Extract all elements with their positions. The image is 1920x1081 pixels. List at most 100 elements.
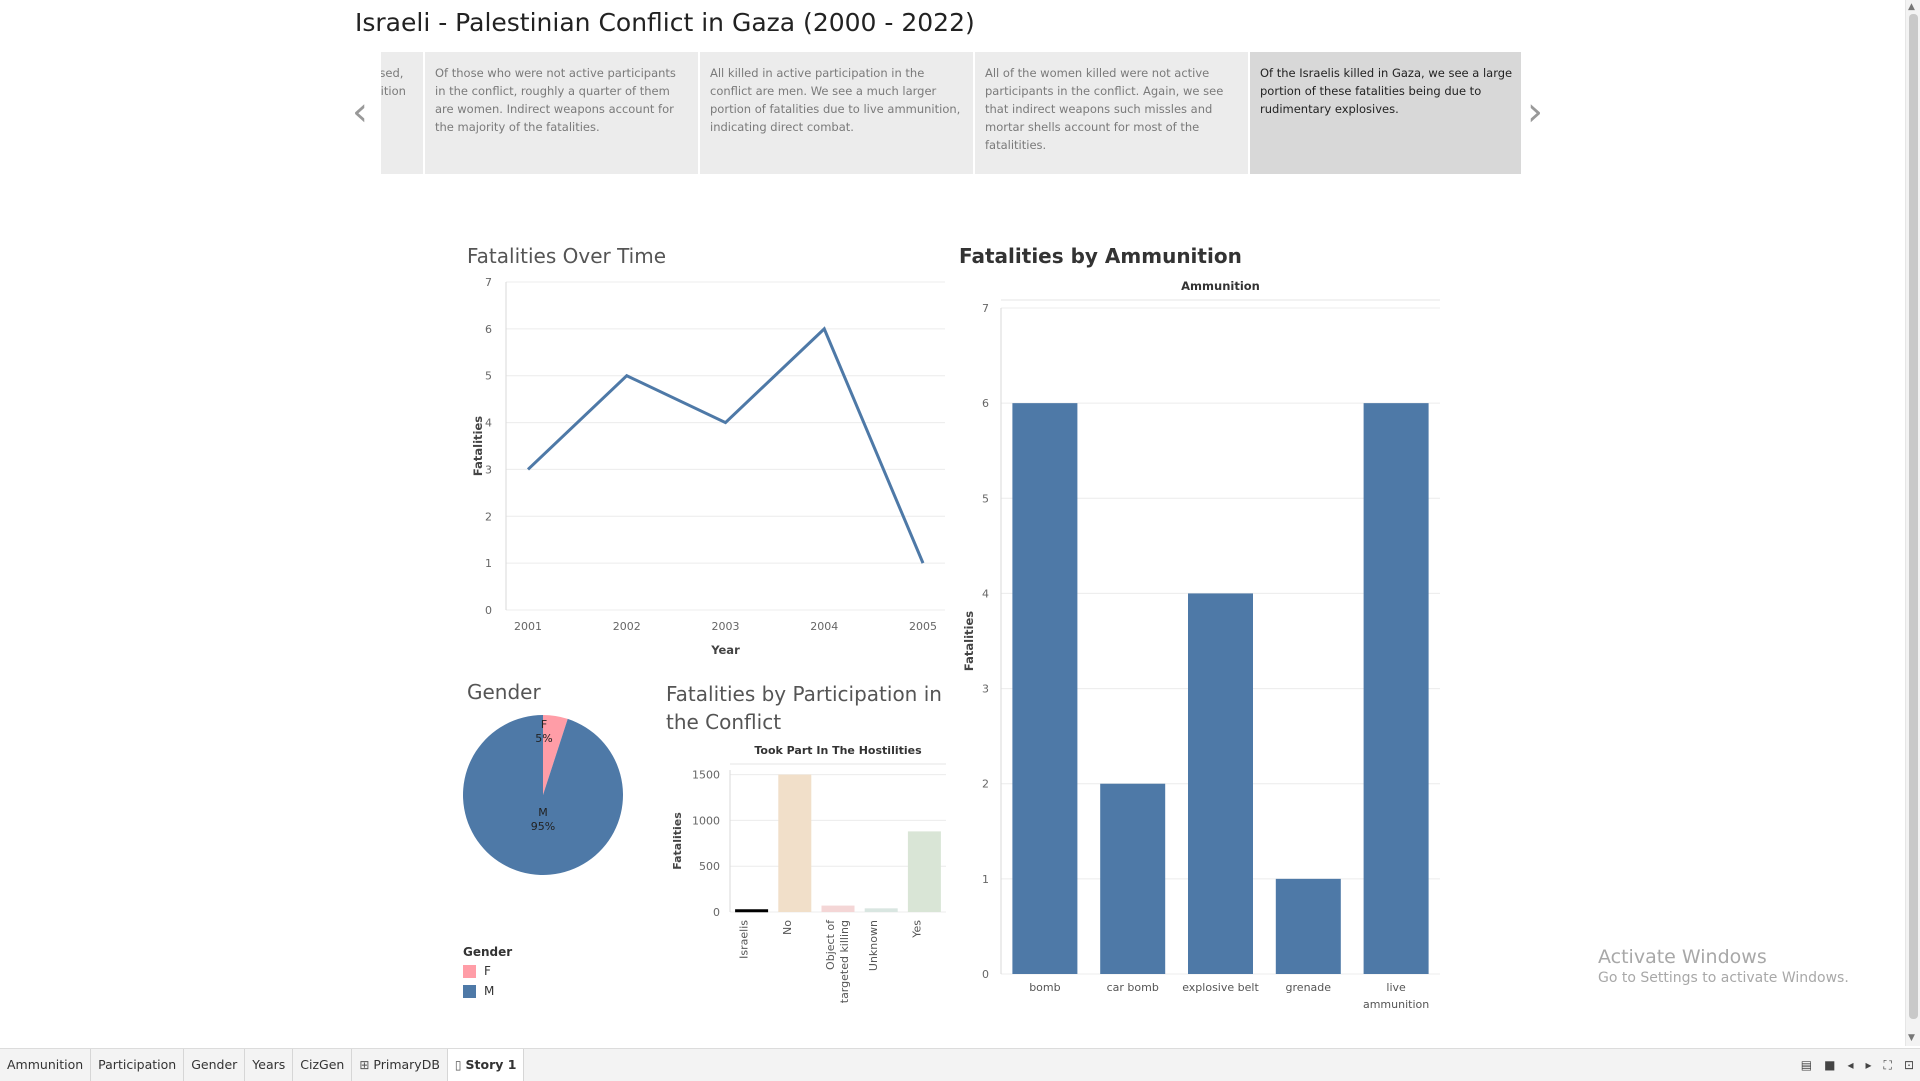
- fatalities-over-time-chart[interactable]: 0 1 2 3 4 5 6 7 2001 2002 2003 2004 2005 Year Fataliti…: [460, 270, 960, 670]
- participation-bar[interactable]: [907, 831, 941, 912]
- x-tick-label: bomb: [1029, 981, 1060, 994]
- scroll-up-icon[interactable]: ▲: [1908, 2, 1915, 12]
- y-axis-label: Fatalities: [471, 416, 485, 476]
- tab-cizgen[interactable]: CizGen: [293, 1049, 353, 1081]
- watermark-subtitle: Go to Settings to activate Windows.: [1598, 970, 1849, 986]
- scrollbar-thumb[interactable]: [1909, 14, 1918, 1019]
- participation-bar[interactable]: [735, 909, 769, 913]
- y-axis-label: Fatalities: [962, 611, 976, 671]
- tab-label: Story 1: [465, 1057, 517, 1072]
- participation-bar[interactable]: [821, 905, 855, 912]
- gender-legend: Gender F M: [463, 945, 512, 1001]
- gender-pie-chart[interactable]: F5% M95%: [460, 710, 630, 880]
- story-point-text: All of the women killed were not active …: [985, 66, 1224, 152]
- y-tick-label: 7: [485, 276, 492, 289]
- participation-bar-chart[interactable]: Took Part In The Hostilities 0 500 1000 1500…: [660, 740, 960, 1010]
- tab-label: Gender: [191, 1057, 238, 1072]
- vertical-scrollbar[interactable]: ▲ ▼: [1905, 0, 1920, 1046]
- slice-label: F: [541, 718, 547, 731]
- x-tick-label: 2004: [810, 620, 838, 633]
- y-tick-label: 0: [982, 968, 989, 981]
- y-tick-label: 1: [485, 557, 492, 570]
- y-tick-label: 7: [982, 302, 989, 315]
- story-point-text: All killed in active participation in th…: [710, 66, 961, 134]
- y-tick-label: 4: [982, 587, 989, 600]
- fit-screen-icon[interactable]: ⛶: [1883, 1057, 1892, 1072]
- story-point-text: Of those who were not active participant…: [435, 66, 676, 134]
- ammunition-bar[interactable]: [1363, 403, 1429, 975]
- tab-years[interactable]: Years: [245, 1049, 294, 1081]
- x-tick-label: 2002: [613, 620, 641, 633]
- participation-bar[interactable]: [778, 774, 812, 912]
- story-point-3[interactable]: All killed in active participation in th…: [698, 52, 973, 174]
- gender-title: Gender: [467, 680, 541, 704]
- legend-swatch: [463, 964, 476, 978]
- line-chart-title: Fatalities Over Time: [467, 244, 667, 268]
- ammunition-bar[interactable]: [1275, 878, 1341, 974]
- sheet-tab-bar: Ammunition Participation Gender Years Ci…: [0, 1048, 1920, 1081]
- chevron-right-icon[interactable]: ›: [1527, 89, 1543, 135]
- x-tick-label: 2001: [514, 620, 542, 633]
- x-tick-label: explosive belt: [1182, 981, 1259, 994]
- slice-label: M: [538, 806, 548, 819]
- x-tick-label: 2003: [712, 620, 740, 633]
- y-tick-label: 0: [713, 906, 720, 919]
- legend-item-f[interactable]: F: [463, 961, 512, 981]
- y-tick-label: 6: [485, 323, 492, 336]
- fatalities-by-ammunition-chart[interactable]: Ammunition 0 1 2 3 4 5 6 7 Fatalities bomb car bomb…: [955, 276, 1455, 1016]
- watermark-title: Activate Windows: [1598, 946, 1767, 968]
- y-tick-label: 4: [485, 417, 492, 430]
- story-point-1[interactable]: the conflict, we see the ammunition used…: [381, 52, 423, 174]
- participation-title: Fatalities by Participation in the Confl…: [666, 682, 942, 734]
- fatalities-line[interactable]: [526, 326, 925, 564]
- y-axis-label: Fatalities: [671, 812, 684, 870]
- tab-participation[interactable]: Participation: [91, 1049, 185, 1081]
- x-tick-label: ammunition: [1363, 998, 1429, 1011]
- x-tick-label: Israelis: [738, 920, 751, 959]
- show-tabs-icon[interactable]: ■: [1824, 1058, 1836, 1072]
- x-tick-label: targeted killing: [838, 920, 851, 1003]
- slice-percent: 5%: [535, 732, 552, 745]
- book-icon: ▯: [454, 1058, 462, 1072]
- slice-percent: 95%: [531, 820, 555, 833]
- next-sheet-icon[interactable]: ▸: [1865, 1058, 1872, 1072]
- legend-item-m[interactable]: M: [463, 981, 512, 1001]
- ammunition-bar[interactable]: [1188, 593, 1253, 974]
- pie-slice-f[interactable]: [543, 715, 568, 795]
- y-tick-label: 3: [485, 463, 492, 476]
- tab-gender[interactable]: Gender: [184, 1049, 246, 1081]
- x-tick-label: grenade: [1286, 981, 1332, 994]
- tab-ammunition[interactable]: Ammunition: [0, 1049, 92, 1081]
- story-point-4[interactable]: All of the women killed were not active …: [973, 52, 1248, 174]
- x-tick-label: No: [781, 920, 794, 935]
- show-filmstrip-icon[interactable]: ▤: [1800, 1058, 1813, 1072]
- x-tick-label: 2005: [909, 620, 937, 633]
- previous-sheet-icon[interactable]: ◂: [1847, 1058, 1854, 1072]
- story-point-5-active[interactable]: Of the Israelis killed in Gaza, we see a…: [1248, 52, 1521, 174]
- presentation-mode-icon[interactable]: ⊡: [1903, 1058, 1914, 1072]
- x-tick-label: Yes: [910, 920, 923, 939]
- ammunition-bar[interactable]: [1012, 403, 1078, 975]
- participation-bar[interactable]: [864, 908, 898, 912]
- x-tick-label: Object of: [824, 919, 837, 970]
- pie-slice-m[interactable]: [463, 715, 623, 875]
- legend-label: M: [484, 984, 495, 998]
- chevron-left-icon[interactable]: ‹: [352, 89, 368, 135]
- story-point-2[interactable]: Of those who were not active participant…: [423, 52, 698, 174]
- scroll-down-icon[interactable]: ▼: [1908, 1033, 1915, 1043]
- story-point-text: the conflict, we see the ammunition used…: [381, 66, 406, 98]
- x-tick-label: live: [1386, 981, 1406, 994]
- tab-primarydb[interactable]: ⊞ PrimaryDB: [352, 1049, 448, 1081]
- tab-story-1[interactable]: ▯ Story 1: [447, 1049, 525, 1081]
- tab-label: CizGen: [300, 1057, 345, 1072]
- y-tick-label: 2: [982, 778, 989, 791]
- y-tick-label: 5: [982, 492, 989, 505]
- tab-label: Ammunition: [7, 1057, 84, 1072]
- chart-header: Took Part In The Hostilities: [754, 744, 922, 757]
- y-tick-label: 1500: [692, 769, 720, 782]
- y-tick-label: 6: [982, 397, 989, 410]
- ammunition-bar[interactable]: [1100, 783, 1166, 974]
- y-tick-label: 500: [699, 860, 720, 873]
- tab-bar-controls: ▤ ■ ◂ ▸ ⛶ ⊡: [1801, 1049, 1914, 1081]
- legend-title: Gender: [463, 945, 513, 959]
